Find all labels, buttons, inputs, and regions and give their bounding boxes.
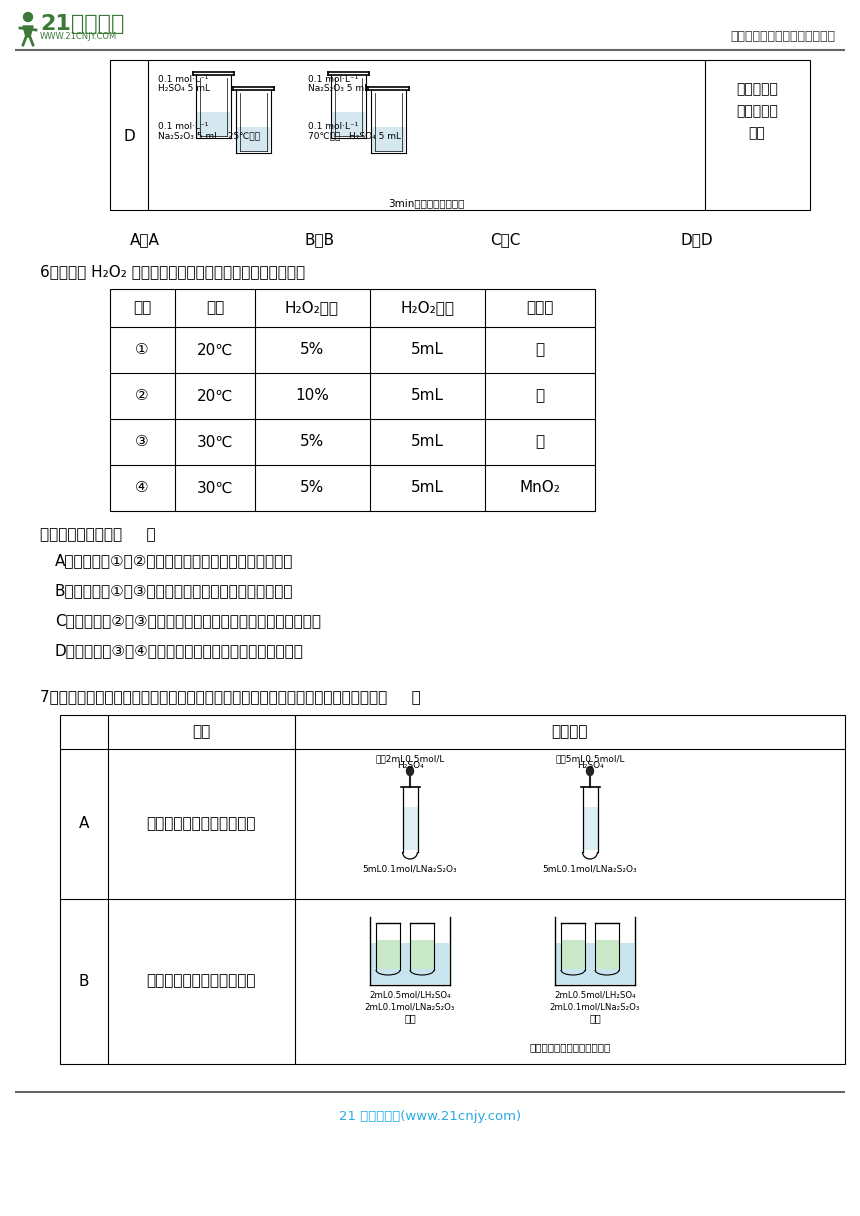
Text: 2mL0.1mol/LNa₂S₂O₃: 2mL0.1mol/LNa₂S₂O₃ [365, 1002, 455, 1010]
Text: Na₂S₂O₃ 5 mL: Na₂S₂O₃ 5 mL [308, 84, 369, 92]
Polygon shape [332, 112, 365, 137]
Text: 5%: 5% [300, 343, 324, 358]
Text: 5mL: 5mL [410, 480, 444, 495]
Text: H₂O₂体积: H₂O₂体积 [400, 300, 454, 315]
Text: 无: 无 [536, 388, 544, 404]
Polygon shape [562, 940, 585, 969]
Text: B．B: B．B [305, 232, 335, 247]
Text: MnO₂: MnO₂ [519, 480, 561, 495]
Text: ③: ③ [135, 434, 149, 450]
Text: 无: 无 [536, 434, 544, 450]
Ellipse shape [407, 766, 414, 776]
Text: H₂SO₄: H₂SO₄ [576, 761, 604, 770]
Ellipse shape [587, 766, 593, 776]
Text: 0.1 mol·L⁻¹: 0.1 mol·L⁻¹ [308, 75, 359, 84]
Text: 编号: 编号 [133, 300, 151, 315]
Text: A．A: A．A [130, 232, 160, 247]
Text: H₂SO₄: H₂SO₄ [396, 761, 423, 770]
Text: 滴入5mL0.5mol/L: 滴入5mL0.5mol/L [556, 754, 624, 762]
Text: 5mL0.1mol/LNa₂S₂O₃: 5mL0.1mol/LNa₂S₂O₃ [363, 865, 458, 874]
Text: H₂O₂浓度: H₂O₂浓度 [285, 300, 339, 315]
Text: 6．为探究 H₂O₂ 分解反应快慢的影响因素，设计如下实验：: 6．为探究 H₂O₂ 分解反应快慢的影响因素，设计如下实验： [40, 264, 305, 278]
Text: 热水: 热水 [589, 1013, 601, 1023]
Text: 反应速率的: 反应速率的 [736, 105, 778, 118]
Text: ①: ① [135, 343, 149, 358]
Polygon shape [372, 128, 405, 152]
Text: 下列说法错误的是（     ）: 下列说法错误的是（ ） [40, 527, 156, 542]
Text: B．对比实验①和③，可研究温度对化学反应快慢的影响: B．对比实验①和③，可研究温度对化学反应快慢的影响 [55, 582, 293, 598]
Text: 无: 无 [536, 343, 544, 358]
Text: 温度: 温度 [206, 300, 224, 315]
Polygon shape [377, 940, 400, 969]
Text: 70℃热水   H₂SO₄ 5 mL: 70℃热水 H₂SO₄ 5 mL [308, 131, 401, 140]
Text: 30℃: 30℃ [197, 480, 233, 495]
Text: ④: ④ [135, 480, 149, 495]
Text: 21 世纪教育网(www.21cnjy.com): 21 世纪教育网(www.21cnjy.com) [339, 1110, 521, 1124]
Text: 5mL: 5mL [410, 388, 444, 404]
Text: 3min后分别混合并振荡: 3min后分别混合并振荡 [388, 198, 464, 208]
Text: 10%: 10% [295, 388, 329, 404]
Bar [60, 715, 845, 1064]
Bar [110, 60, 810, 210]
Text: 5mL0.1mol/LNa₂S₂O₃: 5mL0.1mol/LNa₂S₂O₃ [543, 865, 637, 874]
Polygon shape [371, 942, 449, 984]
Polygon shape [237, 128, 270, 152]
Text: C．C: C．C [490, 232, 520, 247]
Text: 2mL0.1mol/LNa₂S₂O₃: 2mL0.1mol/LNa₂S₂O₃ [550, 1002, 640, 1010]
Text: 0.1 mol·L⁻¹: 0.1 mol·L⁻¹ [308, 122, 359, 131]
Text: 30℃: 30℃ [197, 434, 233, 450]
Text: B: B [79, 974, 89, 989]
Polygon shape [23, 26, 33, 36]
Text: 5mL: 5mL [410, 343, 444, 358]
Text: 20℃: 20℃ [197, 343, 233, 358]
Polygon shape [403, 807, 417, 850]
Text: 5%: 5% [300, 434, 324, 450]
Text: 冷水: 冷水 [404, 1013, 416, 1023]
Text: A．对比实验①和②，可研究浓度对化学反应快慢的影响: A．对比实验①和②，可研究浓度对化学反应快慢的影响 [55, 553, 293, 568]
Text: D: D [123, 129, 135, 143]
Text: 中小学教育资源及组卷应用平台: 中小学教育资源及组卷应用平台 [730, 30, 835, 43]
Text: 探究温度对反应速率的影响: 探究温度对反应速率的影响 [146, 974, 255, 989]
Text: 滴入2mL0.5mol/L: 滴入2mL0.5mol/L [375, 754, 445, 762]
Text: WWW.21CNJY.COM: WWW.21CNJY.COM [40, 32, 117, 41]
Text: ②: ② [135, 388, 149, 404]
Text: 实验设计: 实验设计 [552, 725, 588, 739]
Text: A: A [79, 816, 89, 832]
Text: 2mL0.5mol/LH₂SO₄: 2mL0.5mol/LH₂SO₄ [554, 991, 636, 1000]
Text: Na₂S₂O₃ 5 mL   25℃冷水: Na₂S₂O₃ 5 mL 25℃冷水 [158, 131, 260, 140]
Text: D．D: D．D [680, 232, 713, 247]
Polygon shape [583, 807, 598, 850]
Text: 探究浓度对反应速率的影响: 探究浓度对反应速率的影响 [146, 816, 255, 832]
Text: 21世纪教育: 21世纪教育 [40, 15, 125, 34]
Text: 2mL0.5mol/LH₂SO₄: 2mL0.5mol/LH₂SO₄ [369, 991, 451, 1000]
Text: H₂SO₄ 5 mL: H₂SO₄ 5 mL [158, 84, 210, 92]
Text: C．对比实验②和③，可研究温度和浓度对化学反应快慢的影响: C．对比实验②和③，可研究温度和浓度对化学反应快慢的影响 [55, 613, 321, 627]
Text: 0.1 mol·L⁻¹: 0.1 mol·L⁻¹ [158, 122, 208, 131]
Polygon shape [410, 940, 433, 969]
Polygon shape [197, 112, 230, 137]
Bar [110, 289, 595, 511]
Text: 20℃: 20℃ [197, 388, 233, 404]
Text: 催化剂: 催化剂 [526, 300, 554, 315]
Ellipse shape [23, 12, 33, 22]
Text: D．对比实验③和④，可研究催化剂对化学反应快慢的影响: D．对比实验③和④，可研究催化剂对化学反应快慢的影响 [55, 643, 304, 658]
Text: 5mL: 5mL [410, 434, 444, 450]
Text: 0.1 mol·L⁻¹: 0.1 mol·L⁻¹ [158, 75, 208, 84]
Polygon shape [556, 942, 634, 984]
Text: 探究温度对: 探究温度对 [736, 81, 778, 96]
Text: 如图预热后再迅速混合，观察: 如图预热后再迅速混合，观察 [530, 1042, 611, 1052]
Text: 5%: 5% [300, 480, 324, 495]
Text: 影响: 影响 [748, 126, 765, 140]
Text: 7．实验探究浓度、温度、催化剂对化学反应速率的影响。下列实验设计不恰当的是（     ）: 7．实验探究浓度、温度、催化剂对化学反应速率的影响。下列实验设计不恰当的是（ ） [40, 689, 421, 704]
Polygon shape [595, 940, 618, 969]
Text: 目的: 目的 [192, 725, 210, 739]
